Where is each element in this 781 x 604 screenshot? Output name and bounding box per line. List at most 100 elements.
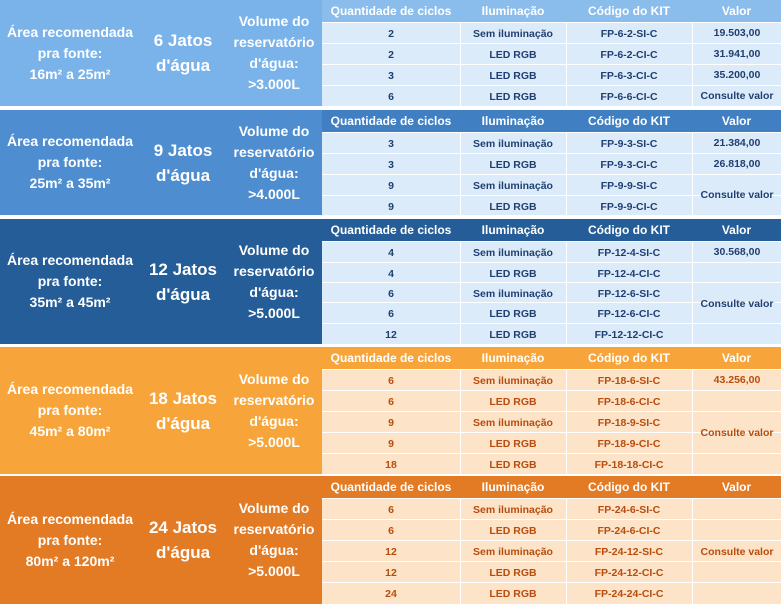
volume-line: reservatório — [233, 391, 315, 408]
jets-count: 24 Jatos d'água — [148, 518, 218, 562]
area-line: pra fonte: — [37, 273, 103, 289]
table-row: 9 Sem iluminação FP-9-9-SI-C — [322, 174, 781, 196]
volume-line: Volume do — [238, 241, 310, 258]
cell-valor: 26.818,00 — [692, 153, 781, 174]
kit-grid: Quantidade de ciclos Iluminação Código d… — [322, 219, 781, 345]
table-row: 24 LED RGB FP-24-24-CI-C — [322, 582, 781, 604]
cell-iluminacao: Sem iluminação — [460, 23, 567, 44]
area-range: 35m² a 45m² — [29, 294, 111, 310]
cell-iluminacao: LED RGB — [460, 454, 567, 475]
section-info: Área recomendada pra fonte: 16m² a 25m² … — [0, 0, 322, 106]
section-info: Área recomendada pra fonte: 35m² a 45m² … — [0, 219, 322, 344]
cell-codigo: FP-18-6-CI-C — [597, 395, 661, 408]
cell-ciclos: 18 — [322, 454, 461, 475]
table-row: 12 Sem iluminação FP-24-12-SI-C — [322, 540, 781, 562]
table-row: 18 LED RGB FP-18-18-CI-C — [322, 453, 781, 475]
cell-codigo: FP-9-3-CI-C — [600, 158, 658, 171]
volume-line: reservatório — [233, 143, 315, 160]
section-24-jatos: Área recomendada pra fonte: 80m² a 120m²… — [0, 476, 781, 604]
cell-codigo: FP-12-12-CI-C — [594, 328, 664, 341]
area-line: Área recomendada — [6, 23, 134, 40]
volume-value: >3.000L — [248, 76, 300, 92]
cell-ciclos: 6 — [322, 303, 461, 324]
header-valor: Valor — [721, 480, 752, 494]
cell-ciclos: 12 — [322, 541, 461, 562]
table-header: Quantidade de ciclos Iluminação Código d… — [322, 347, 781, 369]
area-line: pra fonte: — [37, 154, 103, 170]
jets-count: 18 Jatos d'água — [148, 388, 218, 433]
header-valor: Valor — [721, 4, 752, 18]
header-valor: Valor — [721, 351, 752, 365]
volume-line: reservatório — [233, 34, 315, 50]
cell-iluminacao: Sem iluminação — [460, 283, 567, 304]
recommended-area: Área recomendada pra fonte: 25m² a 35m² — [0, 110, 140, 215]
cell-iluminacao: LED RGB — [460, 520, 567, 541]
area-range: 45m² a 80m² — [29, 423, 111, 439]
recommended-area: Área recomendada pra fonte: 80m² a 120m² — [0, 476, 140, 604]
cell-ciclos: 12 — [322, 324, 461, 345]
volume-line: d'água: — [249, 283, 299, 300]
cell-valor-merged: Consulte valor — [692, 498, 781, 604]
header-iluminacao: Iluminação — [481, 223, 545, 237]
header-ciclos: Quantidade de ciclos — [330, 223, 452, 237]
cell-iluminacao: LED RGB — [460, 86, 567, 107]
table-row: 6 Sem iluminação FP-12-6-SI-C — [322, 282, 781, 304]
cell-codigo: FP-18-9-SI-C — [597, 416, 661, 429]
table-row: 2 Sem iluminação FP-6-2-SI-C — [322, 22, 781, 44]
table-header: Quantidade de ciclos Iluminação Código d… — [322, 476, 781, 498]
table-header: Quantidade de ciclos Iluminação Código d… — [322, 219, 781, 241]
cell-codigo: FP-24-12-SI-C — [594, 545, 664, 558]
header-codigo: Código do KIT — [588, 4, 670, 18]
recommended-area: Área recomendada pra fonte: 16m² a 25m² — [0, 0, 140, 106]
header-codigo: Código do KIT — [588, 114, 670, 128]
area-range: 80m² a 120m² — [25, 552, 115, 569]
cell-ciclos: 3 — [322, 154, 461, 175]
table-row: 6 LED RGB FP-6-6-CI-C — [322, 85, 781, 107]
cell-codigo: FP-6-2-CI-C — [600, 48, 658, 61]
volume-line: d'água: — [249, 542, 299, 558]
area-line: Área recomendada — [6, 133, 134, 149]
cell-iluminacao: Sem iluminação — [460, 541, 567, 562]
cell-codigo: FP-9-9-CI-C — [600, 200, 658, 213]
volume-value: >5.000L — [248, 433, 300, 450]
cell-codigo: FP-9-3-SI-C — [600, 137, 658, 150]
cell-iluminacao: LED RGB — [460, 562, 567, 583]
volume-line: d'água: — [249, 55, 299, 71]
cell-ciclos: 2 — [322, 23, 461, 44]
table-row: 9 LED RGB FP-18-9-CI-C — [322, 432, 781, 454]
header-valor: Valor — [721, 223, 752, 237]
kit-grid: Quantidade de ciclos Iluminação Código d… — [322, 476, 781, 604]
recommended-area: Área recomendada pra fonte: 35m² a 45m² — [0, 219, 140, 344]
jets-count: 9 Jatos d'água — [153, 140, 213, 185]
header-ciclos: Quantidade de ciclos — [330, 4, 452, 18]
reservoir-volume: Volume do reservatório d'água: >4.000L — [226, 110, 322, 215]
volume-line: reservatório — [233, 521, 315, 537]
volume-value: >4.000L — [248, 185, 300, 202]
cell-valor: Consulte valor — [692, 85, 781, 106]
cell-iluminacao: Sem iluminação — [460, 242, 567, 263]
header-codigo: Código do KIT — [588, 480, 670, 494]
cell-valor: 21.384,00 — [692, 132, 781, 153]
volume-value: >5.000L — [248, 304, 300, 321]
kit-grid: Quantidade de ciclos Iluminação Código d… — [322, 0, 781, 107]
cell-iluminacao: LED RGB — [460, 583, 567, 604]
volume-line: Volume do — [238, 500, 310, 516]
cell-codigo: FP-18-6-SI-C — [597, 374, 661, 387]
kit-grid: Quantidade de ciclos Iluminação Código d… — [322, 347, 781, 475]
table-row: 12 LED RGB FP-12-12-CI-C — [322, 323, 781, 345]
area-range: 16m² a 25m² — [29, 65, 111, 82]
header-iluminacao: Iluminação — [481, 351, 545, 365]
table-row: 9 LED RGB FP-9-9-CI-C — [322, 195, 781, 217]
cell-iluminacao: Sem iluminação — [460, 412, 567, 433]
header-codigo: Código do KIT — [588, 351, 670, 365]
section-12-jatos: Área recomendada pra fonte: 35m² a 45m² … — [0, 219, 781, 345]
table-row: 4 LED RGB FP-12-4-CI-C — [322, 262, 781, 284]
table-row: 4 Sem iluminação FP-12-4-SI-C — [322, 241, 781, 263]
area-line: pra fonte: — [37, 402, 103, 418]
table-row: 3 LED RGB FP-9-3-CI-C — [322, 153, 781, 175]
cell-valor-merged: Consulte valor — [692, 390, 781, 474]
header-ciclos: Quantidade de ciclos — [330, 351, 452, 365]
section-6-jatos: Área recomendada pra fonte: 16m² a 25m² … — [0, 0, 781, 107]
cell-iluminacao: LED RGB — [460, 154, 567, 175]
volume-line: Volume do — [238, 370, 310, 387]
